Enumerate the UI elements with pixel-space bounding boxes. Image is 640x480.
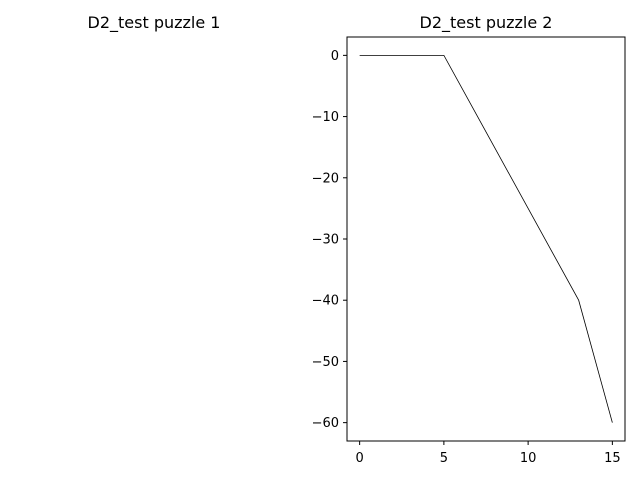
y-tick-label: −10 xyxy=(312,110,339,125)
y-tick-label: −50 xyxy=(312,355,339,370)
y-tick-label: 0 xyxy=(331,49,339,64)
axes-frame xyxy=(346,36,626,442)
x-tick-label: 0 xyxy=(355,451,363,466)
x-tick-label: 10 xyxy=(520,451,537,466)
x-axis: 0 5 10 15 xyxy=(355,441,621,466)
y-tick-label: −20 xyxy=(312,171,339,186)
y-axis: 0 −10 −20 −30 −40 −50 −60 xyxy=(312,49,347,431)
series-line-1 xyxy=(359,54,613,423)
y-tick-label: −30 xyxy=(312,233,339,248)
series-layer xyxy=(359,54,613,423)
x-tick-label: 5 xyxy=(440,451,448,466)
y-tick-label: −40 xyxy=(312,294,339,309)
subplot-1-title: D2_test puzzle 1 xyxy=(87,13,221,32)
subplot-2-title: D2_test puzzle 2 xyxy=(419,13,553,32)
y-tick-label: −60 xyxy=(312,416,339,431)
x-tick-label: 15 xyxy=(604,451,621,466)
